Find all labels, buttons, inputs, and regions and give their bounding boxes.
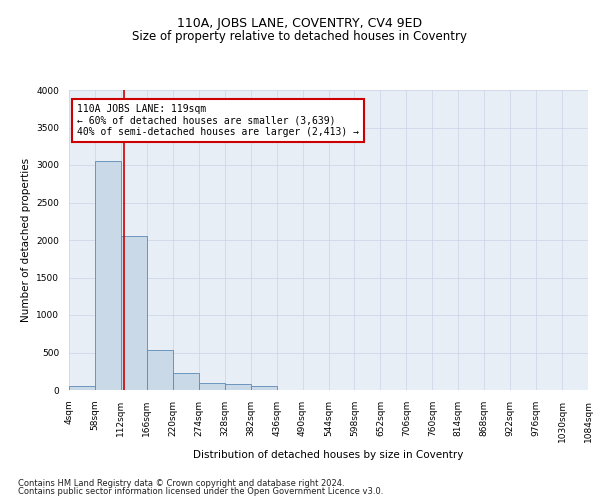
Text: Contains HM Land Registry data © Crown copyright and database right 2024.: Contains HM Land Registry data © Crown c…: [18, 478, 344, 488]
Bar: [225, 384, 251, 390]
Bar: [251, 386, 277, 390]
Bar: [69, 386, 95, 390]
Text: Size of property relative to detached houses in Coventry: Size of property relative to detached ho…: [133, 30, 467, 43]
Bar: [199, 382, 224, 390]
X-axis label: Distribution of detached houses by size in Coventry: Distribution of detached houses by size …: [193, 450, 464, 460]
Text: 110A JOBS LANE: 119sqm
← 60% of detached houses are smaller (3,639)
40% of semi-: 110A JOBS LANE: 119sqm ← 60% of detached…: [77, 104, 359, 136]
Bar: [173, 373, 199, 390]
Bar: [95, 161, 121, 390]
Bar: [121, 236, 147, 390]
Y-axis label: Number of detached properties: Number of detached properties: [21, 158, 31, 322]
Text: Contains public sector information licensed under the Open Government Licence v3: Contains public sector information licen…: [18, 487, 383, 496]
Text: 110A, JOBS LANE, COVENTRY, CV4 9ED: 110A, JOBS LANE, COVENTRY, CV4 9ED: [178, 18, 422, 30]
Bar: [147, 350, 173, 390]
